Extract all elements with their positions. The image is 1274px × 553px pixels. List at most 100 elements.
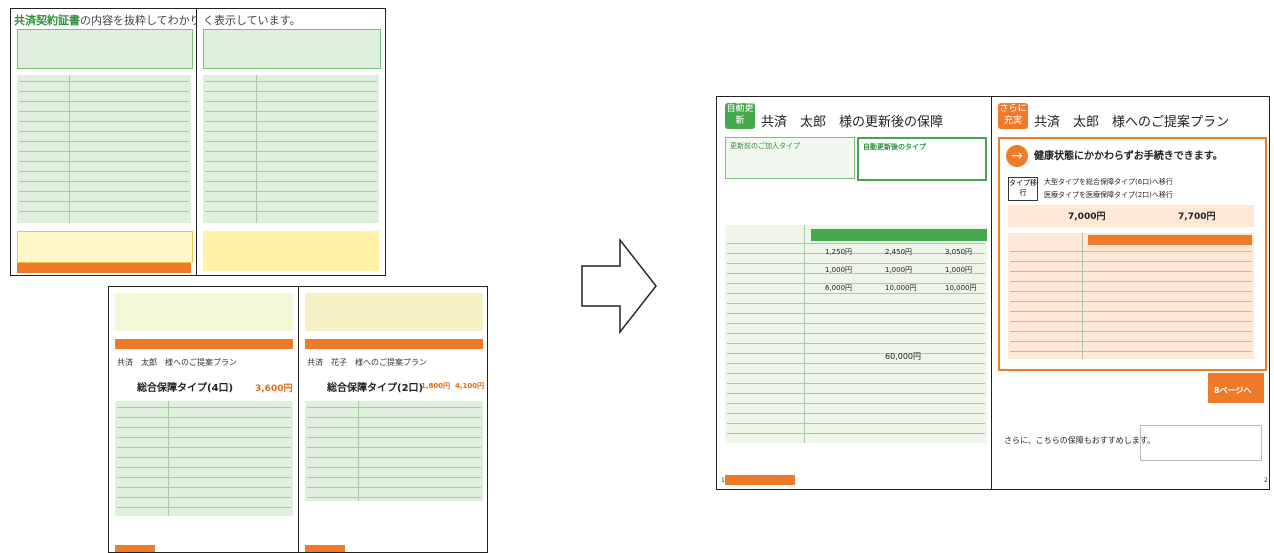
price: 4,100円 — [455, 382, 485, 390]
table-row — [1010, 271, 1252, 272]
table-row — [117, 407, 291, 408]
page-title: 共済 太郎 様へのご提案プラン — [1034, 115, 1230, 130]
table-col — [256, 75, 257, 223]
footer-bar — [305, 545, 345, 552]
table-row — [205, 111, 377, 112]
table-col — [69, 75, 70, 223]
table-row — [19, 211, 189, 212]
plan-title: 共済 太郎 様へのご提案プラン — [117, 358, 237, 367]
table-row — [117, 487, 291, 488]
table-row — [117, 507, 291, 508]
table-row — [307, 457, 481, 458]
table-row — [1010, 311, 1252, 312]
table: 1,250円 2,450円 3,050円 1,000円 1,000円 1,000円 6,00… — [725, 225, 987, 443]
table-row — [727, 333, 985, 334]
price: 3,600円 — [255, 384, 293, 394]
info-box — [17, 29, 193, 69]
table-row — [727, 253, 985, 254]
table-row — [205, 171, 377, 172]
title-part: 共済契約証書 — [14, 14, 80, 27]
point-bar — [115, 339, 293, 349]
headline: 健康状態にかかわらずお手続きできます。 — [1034, 151, 1223, 162]
plan-type: 総合保障タイプ(4口) — [137, 383, 234, 394]
table-row — [205, 211, 377, 212]
table-row — [19, 81, 189, 82]
price: 1,800円 — [421, 382, 451, 390]
table-row — [727, 413, 985, 414]
arrow — [581, 237, 657, 335]
table-row — [727, 293, 985, 294]
table-row — [727, 273, 985, 274]
info-box — [1140, 425, 1262, 461]
table-row — [205, 141, 377, 142]
table-row — [307, 417, 481, 418]
arrow-shape — [581, 237, 657, 335]
table-row — [727, 323, 985, 324]
table-row — [727, 303, 985, 304]
title: く表示しています。 — [203, 14, 301, 27]
plan-type: 総合保障タイプ(2口) — [327, 383, 424, 394]
table-row — [1010, 321, 1252, 322]
table-row — [117, 467, 291, 468]
table-row — [727, 313, 985, 314]
table-col — [804, 225, 805, 443]
point-bar — [305, 339, 483, 349]
table — [305, 401, 483, 501]
cell-value: 1,250円 — [825, 248, 853, 256]
badge: 自動更新 — [725, 103, 755, 129]
box-label: 更新前のご加入タイプ — [730, 142, 800, 150]
table-row — [307, 427, 481, 428]
table-row — [727, 363, 985, 364]
cell-value: 1,000円 — [945, 266, 973, 274]
intro-box — [305, 293, 483, 331]
cell-value: 60,000円 — [885, 352, 921, 361]
table-row — [727, 263, 985, 264]
table-row — [1010, 251, 1252, 252]
table-row — [1010, 261, 1252, 262]
page-sheet: 共済契約証書の内容を抜粋してわかりやす — [10, 8, 197, 276]
table-row — [205, 91, 377, 92]
table-row — [205, 81, 377, 82]
table-row — [307, 467, 481, 468]
cell-value: 10,000円 — [885, 284, 917, 292]
table-row — [727, 283, 985, 284]
page-title: 共済 太郎 様の更新後の保障 — [761, 115, 944, 130]
table-row — [727, 433, 985, 434]
table-row — [307, 477, 481, 478]
table-row — [19, 151, 189, 152]
note-box — [17, 231, 193, 263]
cell-value: 6,000円 — [825, 284, 853, 292]
table — [17, 75, 191, 223]
table-row — [205, 131, 377, 132]
page-sheet: 共済 花子 様へのご提案プラン 総合保障タイプ(2口) 1,800円 4,100… — [298, 286, 488, 553]
table-row — [117, 447, 291, 448]
table-row — [1010, 301, 1252, 302]
footer-bar — [725, 475, 795, 485]
price: 7,700円 — [1178, 212, 1216, 222]
table-row — [1010, 281, 1252, 282]
table-row — [205, 151, 377, 152]
table-row — [307, 407, 481, 408]
table-row — [727, 423, 985, 424]
plan-title: 共済 花子 様へのご提案プラン — [307, 358, 427, 367]
recommend-text: さらに、こちらの保障もおすすめします。 — [1004, 436, 1155, 445]
table-row — [205, 161, 377, 162]
table-row — [1010, 331, 1252, 332]
arrow-icon: → — [1006, 145, 1028, 167]
title-part: の内容を抜粋してわかりやす — [80, 14, 196, 27]
table-row — [1010, 291, 1252, 292]
table-col — [168, 401, 169, 516]
move-text: 大型タイプを総合保障タイプ(6口)へ移行 — [1044, 178, 1173, 186]
table-row — [19, 91, 189, 92]
price: 7,000円 — [1068, 212, 1106, 222]
table-col — [358, 401, 359, 501]
table-row — [19, 101, 189, 102]
table-row — [727, 353, 985, 354]
cell-value: 10,000円 — [945, 284, 977, 292]
table-row — [727, 343, 985, 344]
cell-value: 1,000円 — [885, 266, 913, 274]
table-row — [117, 437, 291, 438]
table-row — [19, 131, 189, 132]
table-row — [1010, 341, 1252, 342]
table-col — [1082, 233, 1083, 359]
